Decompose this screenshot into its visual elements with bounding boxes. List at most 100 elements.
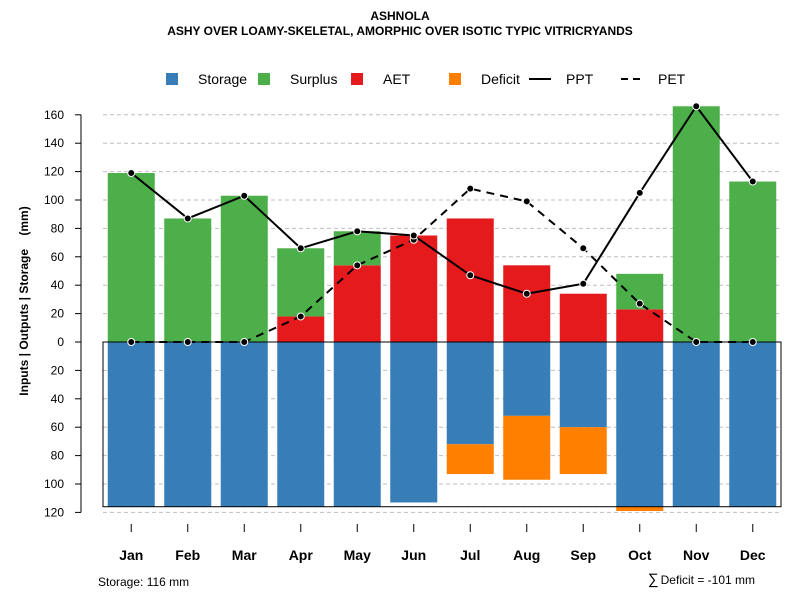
- legend: Storage Surplus AET Deficit PPT PET: [166, 71, 686, 87]
- bars: [107, 106, 777, 511]
- x-tick-label: Sep: [570, 547, 596, 563]
- storage-bar: [333, 342, 381, 507]
- x-tick-label: Nov: [683, 547, 710, 563]
- deficit-bar: [559, 427, 607, 475]
- pet-point: [466, 184, 475, 193]
- legend-item-storage: Storage: [166, 71, 247, 87]
- y-axis-label: Inputs | Outputs | Storage (mm): [17, 206, 31, 395]
- y-tick-label: 100: [44, 477, 64, 491]
- storage-bar: [729, 342, 777, 507]
- sigma-symbol: ∑: [647, 571, 659, 588]
- storage-bar: [559, 342, 607, 428]
- storage-bar: [503, 342, 551, 416]
- legend-label: PPT: [566, 71, 594, 87]
- aet-bar: [277, 316, 325, 342]
- y-tick-label: 20: [51, 307, 65, 321]
- legend-item-deficit: Deficit: [449, 71, 520, 87]
- aet-bar: [559, 293, 607, 342]
- ppt-point: [466, 271, 475, 280]
- legend-label: AET: [383, 71, 411, 87]
- ppt-point: [296, 244, 305, 253]
- pet-point: [353, 261, 362, 270]
- ppt-point: [183, 214, 192, 223]
- surplus-bar: [277, 248, 325, 317]
- deficit-note: ∑ Deficit = -101 mm: [648, 571, 755, 588]
- y-tick-label: 0: [57, 335, 64, 349]
- storage-bar: [390, 342, 438, 503]
- x-tick-label: Dec: [740, 547, 766, 563]
- legend-label: Deficit: [481, 71, 520, 87]
- surplus-bar: [672, 106, 720, 342]
- deficit-bar: [503, 415, 551, 480]
- ppt-point: [522, 289, 531, 298]
- legend-item-aet: AET: [351, 71, 411, 87]
- x-tick-label: Aug: [513, 547, 540, 563]
- surplus-bar: [164, 218, 212, 342]
- ppt-line: [130, 104, 754, 295]
- aet-swatch: [351, 73, 363, 85]
- ppt-point: [240, 191, 249, 200]
- ppt-point: [579, 279, 588, 288]
- storage-note: Storage: 116 mm: [98, 575, 190, 589]
- aet-bar: [333, 265, 381, 342]
- deficit-swatch: [449, 73, 461, 85]
- ppt-point: [692, 102, 701, 111]
- aet-bar: [390, 235, 438, 342]
- pet-line: [131, 187, 753, 343]
- legend-item-ppt: PPT: [529, 71, 594, 87]
- y-tick-label: 60: [51, 250, 65, 264]
- pet-point: [296, 312, 305, 321]
- series-lines: [127, 102, 757, 346]
- legend-label: Surplus: [290, 71, 337, 87]
- surplus-bar: [107, 173, 155, 342]
- axes: 160 140 120 100 80 60 40 20 0 20 40 60 80 100 120 Input…: [17, 108, 782, 563]
- pet-point: [635, 299, 644, 308]
- pet-point: [579, 244, 588, 253]
- storage-bar: [107, 342, 155, 507]
- pet-point: [240, 338, 249, 346]
- ppt-point: [409, 231, 418, 240]
- deficit-bar: [616, 506, 664, 511]
- surplus-swatch: [258, 73, 270, 85]
- deficit-bar: [446, 444, 494, 475]
- storage-bar: [672, 342, 720, 507]
- y-tick-label: 100: [44, 193, 64, 207]
- aet-bar: [503, 265, 551, 342]
- ppt-point: [353, 227, 362, 236]
- y-tick-label: 40: [51, 278, 65, 292]
- x-tick-label: Apr: [289, 547, 314, 563]
- surplus-bar: [729, 181, 777, 342]
- y-tick-label: 80: [51, 449, 65, 463]
- y-tick-label: 20: [51, 363, 65, 377]
- y-tick-label: 40: [51, 392, 65, 406]
- surplus-bar: [220, 195, 268, 342]
- storage-bar: [277, 342, 325, 507]
- legend-label: PET: [658, 71, 686, 87]
- pet-point: [127, 338, 136, 346]
- ppt-point: [748, 177, 757, 186]
- storage-bar: [164, 342, 212, 507]
- chart-title: ASHNOLA: [370, 9, 430, 23]
- y-tick-label: 160: [44, 108, 64, 122]
- x-tick-label: Oct: [628, 547, 652, 563]
- x-tick-label: May: [344, 547, 371, 563]
- x-tick-label: Jul: [460, 547, 480, 563]
- storage-bar: [446, 342, 494, 445]
- pet-point: [183, 338, 192, 346]
- pet-point: [748, 338, 757, 346]
- legend-label: Storage: [198, 71, 247, 87]
- y-tick-label: 120: [44, 505, 64, 519]
- x-tick-label: Jan: [119, 547, 143, 563]
- y-tick-label: 120: [44, 165, 64, 179]
- deficit-note-text: Deficit = -101 mm: [660, 573, 755, 587]
- legend-item-surplus: Surplus: [258, 71, 337, 87]
- ppt-point: [635, 188, 644, 197]
- ppt-point: [127, 169, 136, 178]
- chart-subtitle: ASHY OVER LOAMY-SKELETAL, AMORPHIC OVER …: [167, 24, 633, 38]
- pet-point: [522, 197, 531, 206]
- x-tick-label: Feb: [175, 547, 200, 563]
- grid-lines: [103, 114, 781, 513]
- storage-bar: [220, 342, 268, 507]
- y-tick-label: 80: [51, 221, 65, 235]
